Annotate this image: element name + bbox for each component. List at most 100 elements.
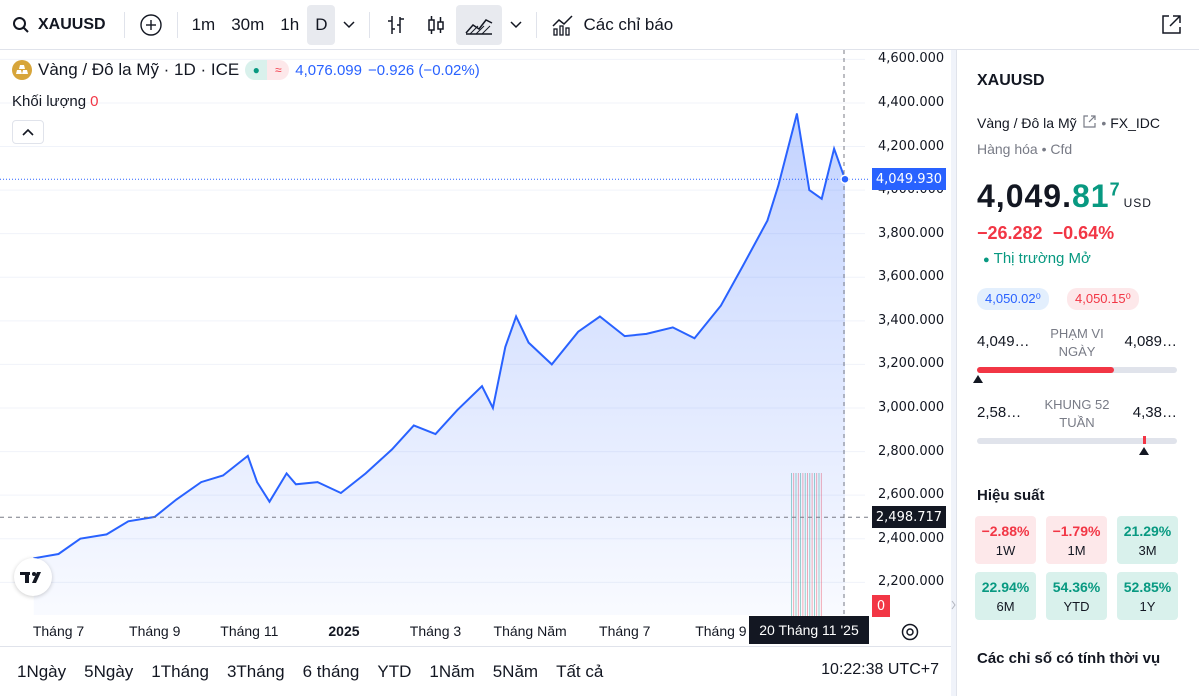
details-exchange[interactable]: FX_IDC xyxy=(1110,115,1160,131)
separator-dot: • xyxy=(1041,141,1047,157)
day-range-fill xyxy=(977,367,1114,373)
candles-chart-button[interactable] xyxy=(416,5,456,45)
symbol-search-button[interactable]: XAUUSD xyxy=(0,0,118,49)
day-range-marker-icon xyxy=(973,375,983,383)
delayed-data-icon: ≈ xyxy=(267,60,290,80)
tradingview-logo[interactable] xyxy=(14,558,52,596)
perf-ytd[interactable]: 54.36% YTD xyxy=(1046,572,1107,620)
time-tick-label: 2025 xyxy=(328,623,360,639)
range-5y[interactable]: 5Năm xyxy=(492,661,539,681)
legend-title[interactable]: Vàng / Đô la Mỹ · 1D · ICE xyxy=(38,60,240,79)
perf-1y[interactable]: 52.85% 1Y xyxy=(1117,572,1178,620)
time-tick-label: Tháng 7 xyxy=(599,623,651,639)
interval-d[interactable]: D xyxy=(307,4,336,45)
price-tick-label: 4,600.000 xyxy=(878,51,945,67)
details-category: Hàng hóa xyxy=(977,141,1038,157)
perf-label: 1Y xyxy=(1139,599,1156,614)
price-tick-label: 2,400.000 xyxy=(878,530,945,546)
year-range-marker-icon xyxy=(1139,447,1149,455)
symbol-details-panel: XAUUSD Vàng / Đô la Mỹ • FX_IDC Hàng hóa… xyxy=(956,50,1199,696)
price-point xyxy=(693,337,696,340)
perf-1w[interactable]: −2.88% 1W xyxy=(975,516,1036,564)
perf-value: 22.94% xyxy=(981,579,1030,595)
divider xyxy=(123,11,125,38)
crosshair-date-label: 20 Tháng 11 '25 xyxy=(749,616,869,644)
collapse-legend-button[interactable] xyxy=(12,120,44,144)
chart-pane[interactable]: 4,600.0004,400.0004,200.0004,000.0003,80… xyxy=(0,50,951,646)
perf-3m[interactable]: 21.29% 3M xyxy=(1117,516,1178,564)
range-1y[interactable]: 1Năm xyxy=(429,661,475,681)
bars-chart-button[interactable] xyxy=(376,5,416,45)
time-tick-label: Tháng 3 xyxy=(409,623,462,639)
indicators-icon xyxy=(552,14,573,36)
perf-1m[interactable]: −1.79% 1M xyxy=(1046,516,1107,564)
price-point xyxy=(79,537,82,540)
volume-value-label: 0 xyxy=(872,595,890,617)
volume-legend[interactable]: Khối lượng 0 xyxy=(12,93,98,110)
details-name[interactable]: Vàng / Đô la Mỹ xyxy=(977,115,1077,131)
price-tick-label: 3,200.000 xyxy=(878,356,945,372)
time-tick-label: Tháng 7 xyxy=(32,623,85,639)
price-point xyxy=(645,333,648,335)
market-status-label: Thị trường Mở xyxy=(993,250,1091,267)
volume-label: Khối lượng xyxy=(12,93,87,110)
candles-icon xyxy=(428,15,445,34)
interval-dropdown-button[interactable] xyxy=(335,5,363,45)
price-point xyxy=(434,433,437,435)
open-external-icon xyxy=(1162,15,1181,34)
price-point xyxy=(391,448,393,451)
price-chart[interactable] xyxy=(0,50,951,646)
price-point xyxy=(833,147,835,150)
price-superscript: 7 xyxy=(1109,179,1121,200)
chart-type-dropdown-button[interactable] xyxy=(502,5,530,45)
clock-timezone[interactable]: 10:22:38 UTC+7 xyxy=(821,661,939,678)
price-point xyxy=(515,315,517,318)
interval-1m[interactable]: 1m xyxy=(191,14,216,34)
bid-chip[interactable]: 4,050.02⁰ xyxy=(977,288,1049,310)
range-3m[interactable]: 3Tháng xyxy=(226,661,285,681)
tradingview-logo-icon xyxy=(20,572,41,583)
details-name-row: Vàng / Đô la Mỹ • FX_IDC xyxy=(977,115,1160,131)
seasonals-title[interactable]: Các chỉ số có tính thời vụ xyxy=(977,650,1161,667)
details-symbol[interactable]: XAUUSD xyxy=(977,72,1045,89)
settings-button[interactable] xyxy=(898,620,922,644)
perf-label: 1M xyxy=(1067,543,1086,558)
price-point xyxy=(285,472,288,475)
range-1m[interactable]: 1Tháng xyxy=(151,661,209,681)
area-chart-icon xyxy=(465,18,493,35)
perf-label: YTD xyxy=(1063,599,1090,614)
gold-bars-icon xyxy=(16,65,28,74)
market-status[interactable]: ● Thị trường Mở xyxy=(983,250,1091,267)
compare-add-button[interactable] xyxy=(131,5,171,45)
open-external-icon[interactable] xyxy=(1082,115,1096,128)
range-all[interactable]: Tất cả xyxy=(556,661,604,681)
range-6m[interactable]: 6 tháng xyxy=(302,661,360,681)
market-open-dot-icon: ● xyxy=(245,60,268,80)
price-point xyxy=(127,520,130,523)
interval-1h[interactable]: 1h xyxy=(280,14,300,34)
price-tick-label: 3,800.000 xyxy=(878,225,945,241)
range-ytd[interactable]: YTD xyxy=(377,661,412,681)
details-price: 4,049.817USD xyxy=(977,178,1152,215)
indicators-button[interactable]: Các chỉ báo xyxy=(543,5,681,45)
perf-value: 54.36% xyxy=(1052,579,1101,595)
indicators-label: Các chỉ báo xyxy=(583,14,674,34)
price-point xyxy=(527,341,530,344)
market-status-pill[interactable]: ● ≈ xyxy=(245,60,290,80)
legend-change: −0.926 (−0.02%) xyxy=(367,61,480,79)
range-1d[interactable]: 1Ngày xyxy=(17,661,67,681)
side-panel-resizer[interactable] xyxy=(951,50,956,696)
perf-6m[interactable]: 22.94% 6M xyxy=(975,572,1036,620)
perf-label: 3M xyxy=(1138,543,1157,558)
chevron-down-icon xyxy=(510,20,522,28)
range-5d[interactable]: 5Ngày xyxy=(84,661,134,681)
price-point xyxy=(741,265,744,268)
area-chart-button[interactable] xyxy=(456,4,503,45)
time-axis[interactable]: Tháng 7 Tháng 9 Tháng 11 2025 Tháng 3 Tháng N… xyxy=(0,616,951,646)
ask-chip[interactable]: 4,050.15⁰ xyxy=(1067,288,1139,310)
fullscreen-button[interactable] xyxy=(1151,5,1191,45)
price-tick-label: 2,600.000 xyxy=(878,487,945,503)
price-point xyxy=(222,474,224,477)
interval-30m[interactable]: 30m xyxy=(231,14,265,34)
